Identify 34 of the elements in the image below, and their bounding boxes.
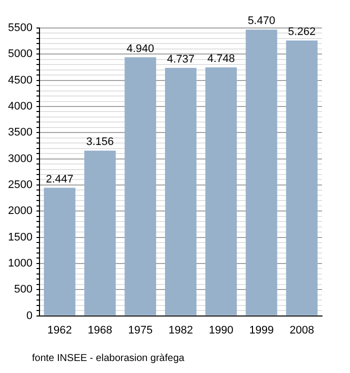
data-label: 4.748 — [207, 52, 235, 65]
x-tick-label: 1982 — [168, 324, 193, 336]
data-label: 5.470 — [248, 15, 276, 28]
y-tick-label: 5500 — [8, 22, 32, 34]
bar — [246, 30, 278, 316]
source-note: fonte INSEE - elaborasion gràfega — [32, 353, 184, 364]
x-tick-label: 1999 — [249, 324, 274, 336]
data-label: 4.737 — [166, 53, 194, 66]
data-label: 2.447 — [46, 173, 74, 186]
bar — [205, 67, 237, 316]
x-tick-label: 1975 — [128, 324, 153, 336]
x-tick-label: 1990 — [208, 324, 234, 336]
y-tick-label: 3000 — [8, 152, 32, 165]
y-tick-label: 5000 — [8, 48, 32, 60]
data-label: 5.262 — [288, 26, 316, 38]
y-tick-label: 4000 — [8, 100, 32, 113]
bar — [286, 40, 318, 316]
data-label: 4.940 — [126, 42, 154, 55]
y-tick-label: 1000 — [8, 258, 32, 270]
data-label: 3.156 — [86, 136, 114, 148]
bar — [124, 57, 156, 316]
x-tick-label: 2008 — [290, 324, 314, 336]
y-tick-label: 2500 — [8, 179, 32, 192]
bar — [84, 150, 116, 316]
y-tick-label: 2000 — [8, 205, 32, 218]
bar — [44, 188, 76, 316]
y-tick-label: 0 — [26, 310, 32, 322]
x-tick-label: 1962 — [47, 324, 72, 336]
y-tick-label: 3500 — [8, 126, 32, 139]
y-tick-label: 1500 — [8, 231, 32, 244]
bar — [164, 68, 196, 316]
y-tick-label: 500 — [14, 284, 32, 296]
x-tick-label: 1968 — [88, 324, 112, 336]
y-tick-label: 4500 — [8, 74, 32, 86]
